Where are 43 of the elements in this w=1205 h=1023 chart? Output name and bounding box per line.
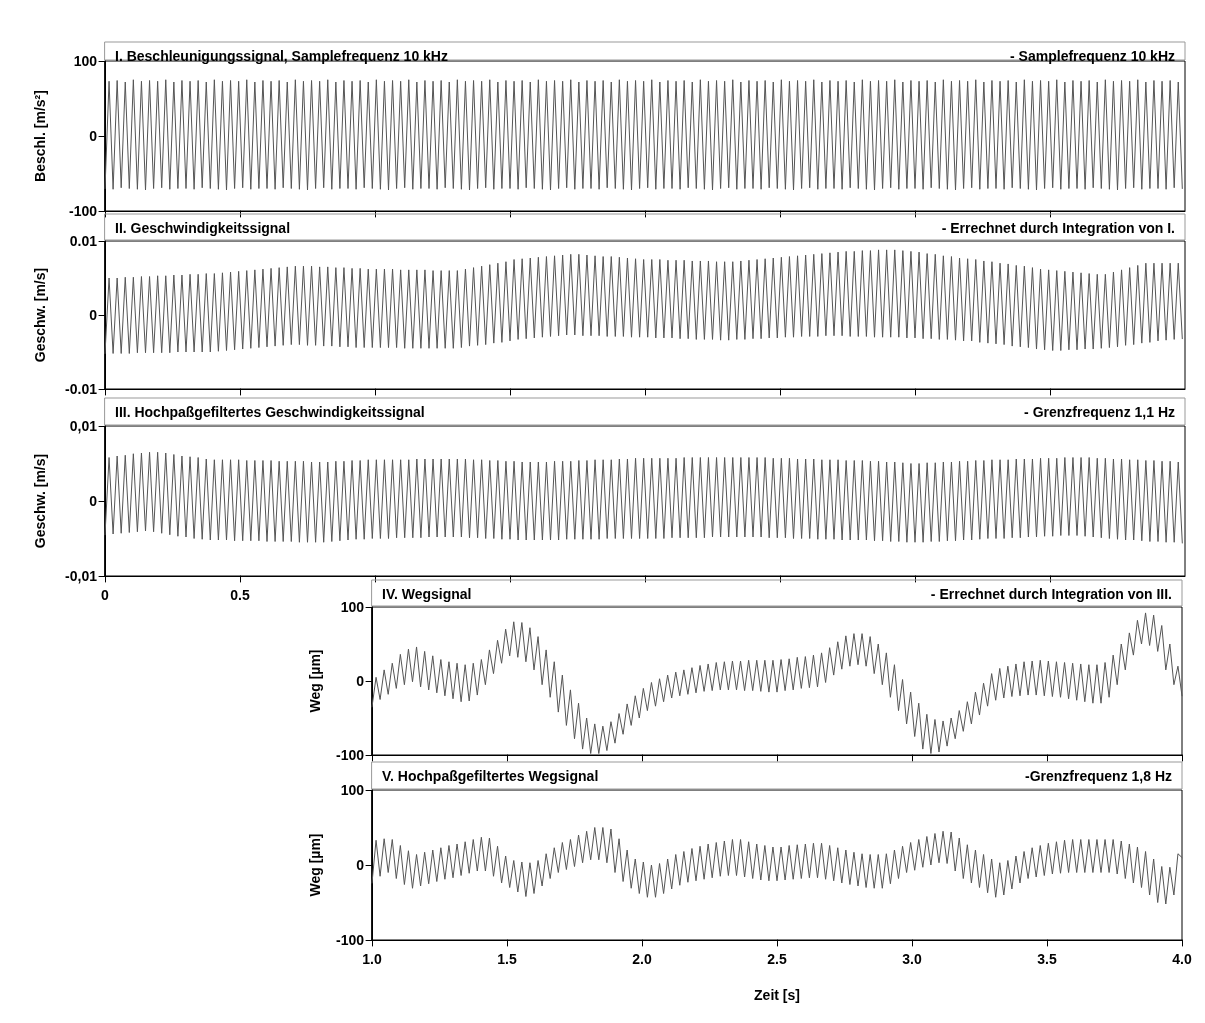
chart-title: V. Hochpaßgefiltertes Wegsignal	[382, 768, 599, 784]
line-series	[104, 249, 1183, 354]
x-tick-label: 3.0	[902, 951, 922, 967]
y-tick-label: 0.01	[69, 233, 98, 249]
chart-title: II. Geschwindigkeitssignal	[115, 220, 291, 236]
line-series	[371, 827, 1183, 905]
x-tick-label: 2.0	[632, 951, 652, 967]
y-tick-label: 0,01	[69, 418, 98, 434]
line-series	[104, 451, 1183, 544]
y-tick-label: 100	[340, 599, 365, 615]
y-axis-title: Beschl. [m/s²]	[32, 90, 48, 182]
y-tick-label: -0,01	[65, 568, 98, 584]
chart-title: IV. Wegsignal	[382, 586, 472, 602]
chart-title: I. Beschleunigungssignal, Samplefrequenz 10 kHz	[115, 48, 448, 64]
y-axis-title: Geschw. [m/s]	[32, 267, 48, 363]
y-axis-title: Weg [µm]	[307, 649, 323, 713]
x-tick-label: 4.0	[1172, 951, 1192, 967]
chart-subtitle: - Errechnet durch Integration von III.	[930, 586, 1172, 602]
chart-subtitle: - Grenzfrequenz 1,1 Hz	[1024, 404, 1175, 420]
chart-title: III. Hochpaßgefiltertes Geschwindigkeitssignal	[115, 404, 425, 420]
x-axis-title: Zeit [s]	[754, 987, 800, 1003]
x-tick-label: 0.5	[230, 587, 250, 603]
line-series	[104, 79, 1183, 191]
y-tick-label: -100	[335, 932, 365, 948]
x-tick-label: 1.5	[497, 951, 517, 967]
y-tick-label: 0	[89, 128, 98, 144]
y-axis-title: Geschw. [m/s]	[32, 453, 48, 549]
y-tick-label: -100	[335, 747, 365, 763]
x-tick-label: 1.0	[362, 951, 382, 967]
chart-subtitle: - Errechnet durch Integration von I.	[941, 220, 1175, 236]
chart-subtitle: -Grenzfrequenz 1,8 Hz	[1024, 768, 1172, 784]
y-tick-label: -100	[68, 203, 98, 219]
y-tick-label: 0	[356, 857, 365, 873]
y-tick-label: 100	[73, 53, 98, 69]
y-tick-label: 0	[89, 493, 98, 509]
y-tick-label: -0.01	[65, 381, 98, 397]
x-tick-label: 2.5	[767, 951, 787, 967]
y-tick-label: 100	[340, 782, 365, 798]
chart-subtitle: - Samplefrequenz 10 kHz	[1010, 48, 1175, 64]
y-tick-label: 0	[356, 673, 365, 689]
x-tick-label: 3.5	[1037, 951, 1057, 967]
y-axis-title: Weg [µm]	[307, 833, 323, 897]
y-tick-label: 0	[89, 307, 98, 323]
